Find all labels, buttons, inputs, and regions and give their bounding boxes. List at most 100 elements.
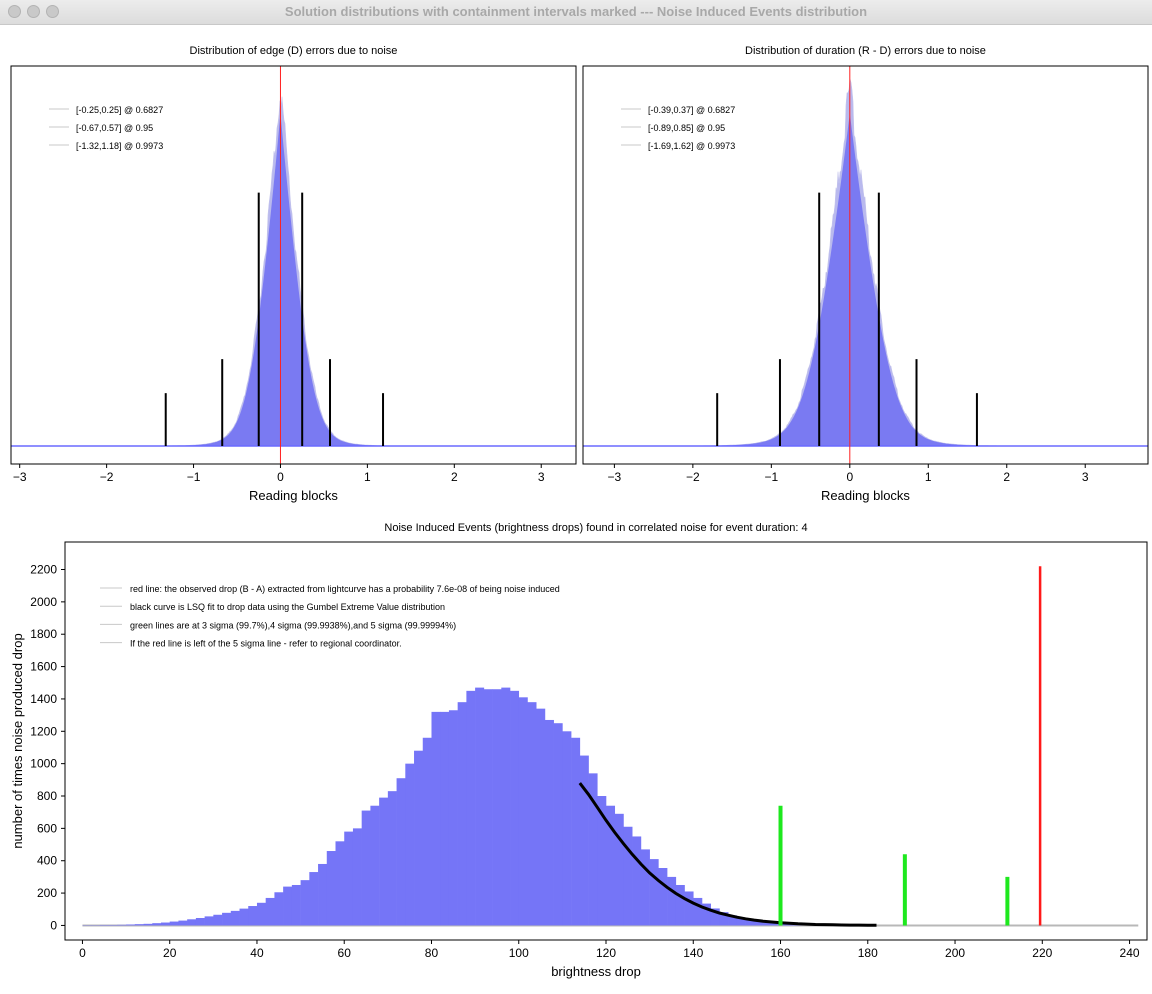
histogram-bar	[187, 919, 196, 925]
histogram-bar	[475, 688, 484, 926]
histogram-bar	[196, 918, 205, 925]
x-tick-label: 100	[509, 946, 529, 960]
legend-entry: If the red line is left of the 5 sigma l…	[130, 639, 402, 649]
histogram-bar	[536, 709, 545, 926]
histogram-bar	[222, 913, 231, 926]
x-tick-label: 220	[1032, 946, 1052, 960]
x-tick-label: 2	[451, 470, 458, 484]
x-tick-label: 0	[846, 470, 853, 484]
legend-entry: [-0.39,0.37] @ 0.6827	[648, 105, 735, 115]
legend-entry: [-0.67,0.57] @ 0.95	[76, 123, 153, 133]
histogram-bar	[353, 828, 362, 925]
histogram-bar	[309, 872, 318, 925]
y-tick-label: 400	[37, 854, 57, 868]
histogram-bar	[632, 836, 641, 925]
histogram-bar	[685, 891, 694, 925]
histogram-bar	[615, 814, 624, 926]
x-tick-label: 80	[425, 946, 439, 960]
histogram-bar	[388, 791, 397, 925]
x-tick-label: 120	[596, 946, 616, 960]
histogram-bar	[231, 911, 240, 926]
histogram-bar	[440, 712, 449, 926]
histogram-bar	[676, 885, 685, 925]
y-tick-label: 1200	[30, 724, 57, 738]
histogram-bar	[571, 738, 580, 926]
histogram-bar	[554, 723, 563, 925]
histogram-bar	[292, 885, 301, 925]
histogram-bar	[458, 702, 467, 925]
x-tick-label: 20	[163, 946, 177, 960]
histogram-bar	[527, 702, 536, 925]
x-tick-label: 140	[683, 946, 703, 960]
y-tick-label: 2000	[30, 595, 57, 609]
x-tick-label: −1	[187, 470, 201, 484]
histogram-bar	[423, 738, 432, 926]
histogram-bar	[484, 689, 493, 925]
legend-entry: [-1.69,1.62] @ 0.9973	[648, 141, 735, 151]
y-tick-label: 600	[37, 821, 57, 835]
x-tick-label: 180	[858, 946, 878, 960]
x-tick-label: 3	[538, 470, 545, 484]
histogram-bar	[379, 798, 388, 926]
y-tick-label: 2200	[30, 563, 57, 577]
y-tick-label: 1000	[30, 757, 57, 771]
x-tick-label: 2	[1003, 470, 1010, 484]
histogram-bar	[336, 841, 345, 925]
histogram-bar	[431, 712, 440, 926]
histogram-bar	[580, 756, 589, 926]
x-tick-label: −2	[100, 470, 114, 484]
error-histogram-panel-1: Distribution of edge (D) errors due to n…	[11, 45, 576, 503]
histogram-bar	[248, 906, 257, 925]
legend-entry: [-0.25,0.25] @ 0.6827	[76, 105, 163, 115]
x-tick-label: 200	[945, 946, 965, 960]
x-tick-label: 0	[277, 470, 284, 484]
histogram-bar	[205, 916, 214, 925]
histogram-bar	[144, 924, 153, 926]
charts-canvas: Distribution of edge (D) errors due to n…	[0, 25, 1152, 989]
x-tick-label: 160	[771, 946, 791, 960]
noise-events-panel: Noise Induced Events (brightness drops) …	[10, 522, 1147, 979]
histogram-bar	[650, 859, 659, 925]
histogram-bar	[266, 898, 275, 926]
x-tick-label: 60	[338, 946, 352, 960]
y-tick-label: 200	[37, 886, 57, 900]
histogram-bar	[414, 751, 423, 926]
histogram-bar	[501, 688, 510, 926]
error-histogram-panel-2: Distribution of duration (R - D) errors …	[583, 45, 1148, 503]
histogram-bar	[641, 849, 650, 925]
histogram-bar	[344, 832, 353, 926]
histogram-bar	[405, 764, 414, 926]
x-tick-label: 3	[1082, 470, 1089, 484]
window-titlebar: Solution distributions with containment …	[0, 0, 1152, 25]
x-tick-label: 1	[364, 470, 371, 484]
histogram-bar	[240, 909, 249, 926]
y-tick-label: 1800	[30, 627, 57, 641]
legend-entry: [-0.89,0.85] @ 0.95	[648, 123, 725, 133]
x-tick-label: −3	[13, 470, 27, 484]
histogram-bar	[449, 710, 458, 925]
chart-title: Noise Induced Events (brightness drops) …	[384, 522, 807, 534]
y-tick-label: 1600	[30, 660, 57, 674]
histogram-bar	[213, 915, 222, 926]
x-tick-label: −1	[764, 470, 778, 484]
histogram-bar	[301, 880, 310, 925]
histogram-bar	[318, 864, 327, 925]
histogram-bar	[545, 720, 554, 925]
histogram-bar	[117, 925, 126, 926]
legend-entry: [-1.32,1.18] @ 0.9973	[76, 141, 163, 151]
legend-entry: green lines are at 3 sigma (99.7%),4 sig…	[130, 620, 456, 630]
histogram-bar	[466, 691, 475, 926]
histogram-bar	[623, 827, 632, 926]
x-tick-label: −2	[686, 470, 700, 484]
y-tick-label: 800	[37, 789, 57, 803]
histogram-bar	[658, 868, 667, 925]
histogram-bar	[510, 691, 519, 926]
y-axis-label: number of times noise produced drop	[10, 633, 25, 848]
histogram-bar	[161, 923, 170, 926]
y-tick-label: 1400	[30, 692, 57, 706]
legend-entry: red line: the observed drop (B - A) extr…	[130, 584, 560, 594]
histogram-bar	[126, 924, 135, 925]
histogram-bar	[397, 778, 406, 925]
histogram-bar	[562, 731, 571, 925]
histogram-bar	[493, 689, 502, 925]
